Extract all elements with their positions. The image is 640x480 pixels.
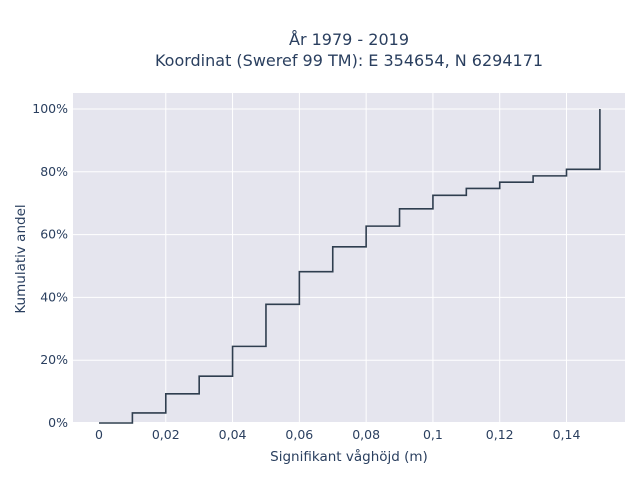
y-axis-title: Kumulativ andel xyxy=(13,204,29,313)
chart-title-line2: Koordinat (Sweref 99 TM): E 354654, N 62… xyxy=(155,51,543,70)
y-tick-label: 0% xyxy=(48,415,68,430)
plot-area xyxy=(73,93,625,423)
x-tick-label: 0,1 xyxy=(423,427,443,442)
x-axis-ticks: 0 0,02 0,04 0,06 0,08 0,1 0,12 0,14 xyxy=(95,427,580,442)
x-tick-label: 0,06 xyxy=(285,427,313,442)
cumulative-step-line xyxy=(99,109,601,424)
grid xyxy=(73,93,625,424)
y-tick-label: 100% xyxy=(32,101,68,116)
y-axis-ticks: 0% 20% 40% 60% 80% 100% xyxy=(32,101,68,430)
x-tick-label: 0,02 xyxy=(152,427,180,442)
chart-title-line1: År 1979 - 2019 xyxy=(289,30,409,49)
x-tick-label: 0,08 xyxy=(352,427,380,442)
y-tick-label: 40% xyxy=(40,289,68,304)
x-tick-label: 0,04 xyxy=(219,427,247,442)
y-tick-label: 20% xyxy=(40,352,68,367)
x-axis-title: Signifikant våghöjd (m) xyxy=(270,448,428,465)
x-tick-label: 0,12 xyxy=(486,427,514,442)
x-tick-label: 0 xyxy=(95,427,103,442)
x-tick-label: 0,14 xyxy=(553,427,581,442)
series-layer xyxy=(99,109,601,424)
y-tick-label: 80% xyxy=(40,164,68,179)
y-tick-label: 60% xyxy=(40,227,68,242)
